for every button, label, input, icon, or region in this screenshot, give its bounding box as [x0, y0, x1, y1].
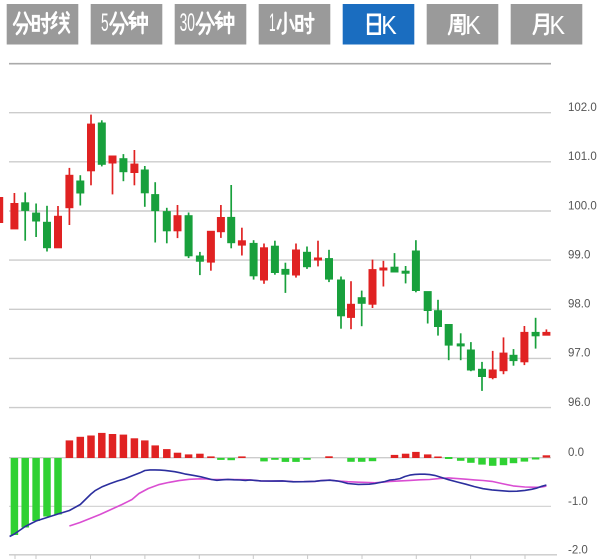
svg-text:30: 30	[180, 9, 195, 37]
svg-text:K: K	[381, 10, 397, 40]
svg-text:-2.0: -2.0	[568, 545, 588, 557]
svg-text:98.0: 98.0	[568, 299, 590, 311]
svg-text:0.0: 0.0	[568, 447, 584, 459]
svg-text:96.0: 96.0	[568, 397, 590, 409]
svg-text:K: K	[465, 10, 481, 40]
svg-text:100.0: 100.0	[568, 200, 597, 212]
svg-text:99.0: 99.0	[568, 249, 590, 261]
svg-text:5: 5	[101, 9, 109, 37]
svg-text:102.0: 102.0	[568, 102, 597, 114]
svg-text:1: 1	[269, 9, 276, 37]
svg-text:97.0: 97.0	[568, 348, 590, 360]
svg-text:-1.0: -1.0	[568, 496, 588, 508]
svg-text:K: K	[550, 10, 566, 40]
svg-text:101.0: 101.0	[568, 151, 597, 163]
